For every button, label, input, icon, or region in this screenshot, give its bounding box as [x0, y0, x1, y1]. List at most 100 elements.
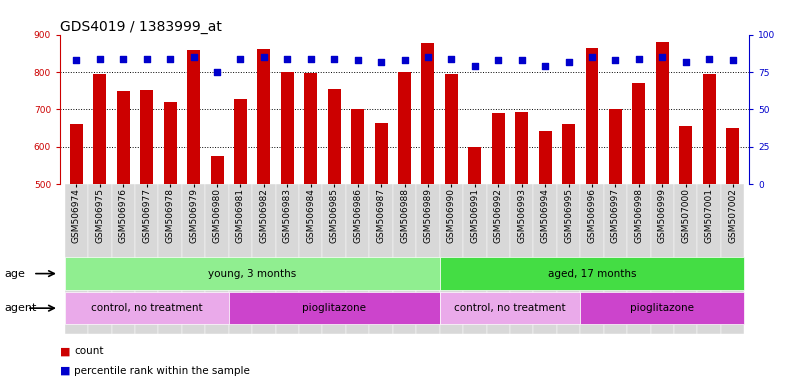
Point — [94, 55, 107, 61]
Bar — [117, 91, 130, 371]
Point — [70, 57, 83, 63]
Bar — [533, 184, 557, 334]
Bar — [234, 99, 247, 371]
Bar — [702, 74, 715, 371]
Point — [469, 63, 481, 69]
Point — [515, 57, 528, 63]
Bar — [70, 124, 83, 371]
Bar — [492, 113, 505, 371]
Bar — [299, 184, 323, 334]
Point — [234, 55, 247, 61]
Text: aged, 17 months: aged, 17 months — [548, 268, 636, 279]
Bar — [656, 42, 669, 371]
Bar — [445, 74, 458, 371]
Bar — [304, 73, 317, 371]
Bar — [187, 50, 200, 371]
Text: young, 3 months: young, 3 months — [208, 268, 296, 279]
Bar — [375, 122, 388, 371]
Bar — [557, 184, 580, 334]
Bar — [604, 184, 627, 334]
Point — [445, 55, 458, 61]
Bar — [679, 126, 692, 371]
Point — [727, 57, 739, 63]
Bar — [698, 184, 721, 334]
Bar — [469, 147, 481, 371]
Bar — [135, 184, 159, 334]
Bar — [205, 184, 229, 334]
Bar — [609, 109, 622, 371]
Bar — [627, 184, 650, 334]
Bar — [323, 184, 346, 334]
Bar — [211, 156, 223, 371]
Text: GDS4019 / 1383999_at: GDS4019 / 1383999_at — [60, 20, 222, 33]
Point — [257, 54, 270, 60]
Point — [421, 54, 434, 60]
Text: age: age — [4, 268, 25, 279]
Bar — [369, 184, 392, 334]
Bar — [510, 184, 533, 334]
Text: control, no treatment: control, no treatment — [454, 303, 566, 313]
Bar — [440, 184, 463, 334]
Bar — [276, 184, 299, 334]
Bar — [721, 184, 744, 334]
Text: agent: agent — [4, 303, 36, 313]
Bar — [252, 184, 276, 334]
Point — [187, 54, 200, 60]
Bar — [674, 184, 698, 334]
Text: count: count — [74, 346, 104, 356]
Bar — [88, 184, 111, 334]
Bar — [398, 72, 411, 371]
Bar — [65, 184, 88, 334]
Point — [211, 69, 223, 75]
Point — [633, 55, 646, 61]
Bar — [726, 128, 739, 371]
Text: ■: ■ — [60, 366, 70, 376]
Bar — [111, 184, 135, 334]
Bar — [281, 72, 294, 371]
Point — [163, 55, 176, 61]
Bar — [229, 184, 252, 334]
Text: percentile rank within the sample: percentile rank within the sample — [74, 366, 251, 376]
Point — [702, 55, 715, 61]
Point — [117, 55, 130, 61]
Point — [398, 57, 411, 63]
Bar — [182, 184, 205, 334]
Bar — [538, 131, 552, 371]
Point — [656, 54, 669, 60]
Text: pioglitazone: pioglitazone — [302, 303, 366, 313]
Bar — [486, 184, 510, 334]
Bar — [463, 184, 486, 334]
Bar — [351, 109, 364, 371]
Text: control, no treatment: control, no treatment — [91, 303, 203, 313]
Text: ■: ■ — [60, 346, 70, 356]
Bar — [586, 48, 598, 371]
Bar — [421, 43, 434, 371]
Point — [562, 58, 575, 65]
Point — [539, 63, 552, 69]
Point — [328, 55, 340, 61]
Point — [586, 54, 598, 60]
Bar — [562, 124, 575, 371]
Point — [609, 57, 622, 63]
Bar — [140, 90, 153, 371]
Bar — [580, 184, 604, 334]
Point — [304, 55, 317, 61]
Bar — [159, 184, 182, 334]
Point — [492, 57, 505, 63]
Point — [140, 55, 153, 61]
Bar — [515, 113, 528, 371]
Text: pioglitazone: pioglitazone — [630, 303, 694, 313]
Bar — [650, 184, 674, 334]
Bar — [257, 49, 271, 371]
Bar — [417, 184, 440, 334]
Point — [375, 58, 388, 65]
Bar — [632, 83, 646, 371]
Bar — [392, 184, 417, 334]
Bar — [94, 74, 107, 371]
Point — [281, 55, 294, 61]
Bar — [346, 184, 369, 334]
Point — [679, 58, 692, 65]
Bar — [163, 102, 177, 371]
Point — [351, 57, 364, 63]
Bar — [328, 89, 340, 371]
